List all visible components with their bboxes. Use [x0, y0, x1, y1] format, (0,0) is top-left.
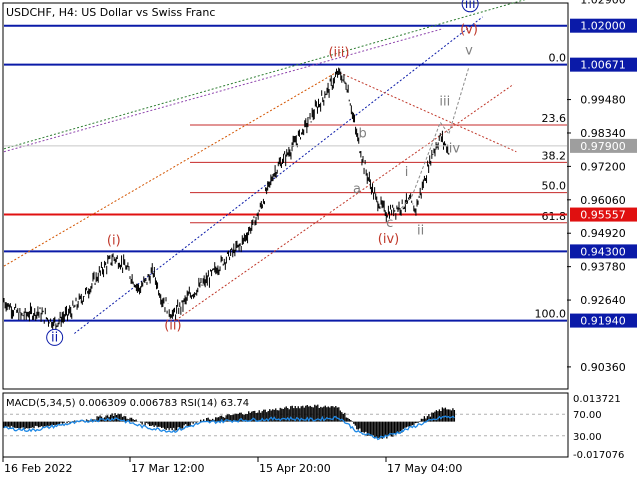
projection-path — [397, 66, 470, 213]
level-price-label: 0.95557 — [580, 209, 626, 222]
chart-title: USDCHF, H4: US Dollar vs Swiss Franc — [6, 6, 215, 19]
current-price-label: 0.97900 — [580, 140, 626, 153]
wave-label-circle — [461, 0, 479, 13]
time-tick-label: 15 Apr 20:00 — [259, 462, 331, 475]
wave-label: iv — [449, 141, 461, 156]
wave-label: (v) — [460, 22, 478, 37]
indicator-tick-label: -0.017076 — [573, 450, 624, 461]
wave-label: (i) — [107, 233, 121, 248]
indicator-tick-label: 0.013721 — [573, 394, 621, 405]
price-bars — [3, 67, 450, 330]
indicator-series — [3, 404, 567, 441]
price-panel: 0.0 23.6 38.2 50.0 61.8 100.0 ii (i) (ii) (iii) a… — [3, 0, 567, 346]
macd-histogram — [3, 404, 456, 439]
price-tick-label: 0.93780 — [580, 261, 626, 274]
main-panel-frame — [2, 2, 569, 390]
indicator-panel-frame — [2, 392, 569, 458]
price-tick-label: 0.96060 — [580, 194, 626, 207]
level-price-label: 1.00671 — [580, 59, 626, 72]
fib-level-label: 100.0 — [535, 308, 567, 321]
indicator-title: MACD(5,34,5) 0.006309 0.006783 RSI(14) 6… — [6, 398, 249, 409]
price-tick-label: 0.99480 — [580, 94, 626, 107]
price-tick-label: 0.97200 — [580, 160, 626, 173]
wave-label: iii — [465, 0, 476, 12]
wave-label: ii — [417, 224, 424, 239]
fib-level-label: 50.0 — [542, 180, 567, 193]
fib-level-label: 61.8 — [542, 210, 567, 223]
wave-label: i — [405, 165, 409, 180]
trendlines — [3, 0, 526, 334]
wave-label: c — [386, 216, 393, 231]
trendline — [335, 70, 517, 153]
wave-label: b — [358, 126, 366, 141]
wave-label: (ii) — [164, 319, 181, 334]
level-price-box — [570, 313, 637, 328]
level-price-box — [570, 207, 637, 222]
time-axis: 16 Feb 2022 17 Mar 12:00 15 Apr 20:00 17 Ma… — [2, 457, 462, 475]
level-price-label: 0.94300 — [580, 245, 626, 258]
price-tick-label: 0.90360 — [580, 361, 626, 374]
wave-projection — [397, 66, 470, 213]
wave-label: iii — [439, 94, 450, 109]
price-axis: 1.02900 0.99480 0.98340 0.97200 0.96060 0.949… — [567, 0, 637, 374]
fib-level-label: 0.0 — [549, 52, 567, 65]
wave-label: (iv) — [378, 232, 399, 247]
indicator-tick-label: 30.00 — [573, 432, 602, 443]
indicator-tick-label: 70.00 — [573, 410, 602, 421]
trendline — [175, 83, 514, 321]
level-price-box — [570, 18, 637, 33]
price-tick-label: 1.02900 — [580, 0, 626, 6]
fib-level-label: 23.6 — [542, 112, 567, 125]
indicator-axis: 0.013721 70.00 30.00 -0.017076 — [573, 394, 624, 461]
trendline — [3, 0, 526, 150]
time-tick-label: 16 Feb 2022 — [4, 462, 72, 475]
wave-label: (iii) — [328, 45, 349, 60]
price-tick-label: 0.94920 — [580, 227, 626, 240]
level-price-box — [570, 57, 637, 72]
level-price-label: 0.91940 — [580, 315, 626, 328]
rsi-line — [3, 415, 455, 441]
level-price-label: 1.02000 — [580, 20, 626, 33]
price-series — [3, 67, 567, 330]
wave-label: v — [465, 43, 473, 58]
wave-label: a — [353, 182, 361, 197]
trendline — [3, 28, 444, 153]
wave-label: ii — [51, 330, 58, 345]
price-tick-label: 0.92640 — [580, 294, 626, 307]
price-tick-label: 0.98340 — [580, 127, 626, 140]
fib-level-label: 38.2 — [542, 149, 567, 162]
current-price-box — [570, 138, 637, 153]
wave-label-circle — [46, 328, 64, 346]
time-tick-label: 17 Mar 12:00 — [131, 462, 204, 475]
trendline — [3, 70, 340, 267]
horizontal-levels — [4, 24, 567, 322]
level-price-box — [570, 244, 637, 259]
time-tick-label: 17 May 04:00 — [387, 462, 462, 475]
